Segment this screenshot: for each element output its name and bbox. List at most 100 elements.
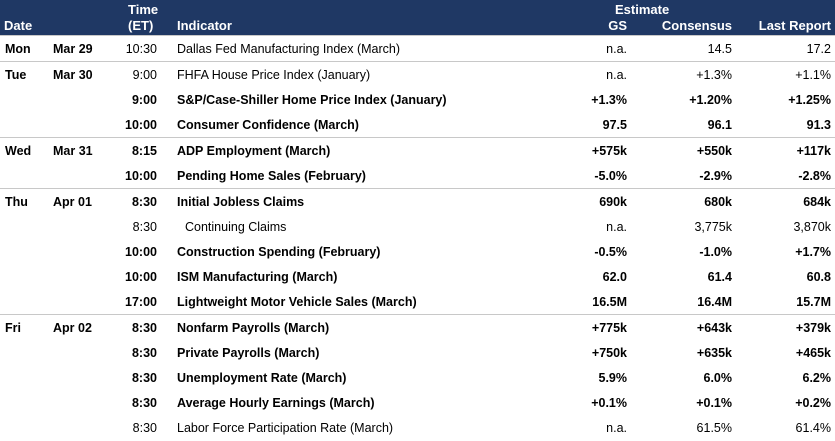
table-row: 9:00 S&P/Case-Shiller Home Price Index (… [0, 87, 835, 112]
cell-indicator: Pending Home Sales (February) [177, 168, 366, 183]
table-row: Wed Mar 31 8:15 ADP Employment (March) +… [0, 137, 835, 163]
cell-consensus: 3,775k [694, 219, 732, 234]
cell-consensus: +1.3% [696, 67, 732, 82]
cell-indicator: Initial Jobless Claims [177, 194, 305, 209]
cell-last-report: 91.3 [806, 117, 831, 132]
header-last-report: Last Report [758, 18, 831, 33]
cell-last-report: +379k [795, 320, 831, 335]
cell-time: 10:00 [125, 269, 157, 284]
table-row: 17:00 Lightweight Motor Vehicle Sales (M… [0, 289, 835, 314]
cell-indicator: Nonfarm Payrolls (March) [177, 320, 330, 335]
cell-last-report: +465k [795, 345, 831, 360]
table-row: 10:00 Consumer Confidence (March) 97.5 9… [0, 112, 835, 137]
cell-last-report: +117k [796, 143, 831, 158]
cell-consensus: 61.5% [696, 420, 732, 435]
cell-last-report: 17.2 [806, 41, 831, 56]
cell-last-report: +0.2% [795, 395, 831, 410]
table-row: 8:30 Continuing Claims n.a. 3,775k 3,870… [0, 214, 835, 239]
header-date: Date [4, 18, 33, 33]
cell-time: 9:00 [132, 67, 157, 82]
cell-day: Mon [5, 41, 31, 56]
table-header: Time (ET) Estimate Date Indicator GS Con… [0, 0, 835, 35]
cell-time: 8:30 [131, 320, 157, 335]
cell-time: 8:30 [131, 395, 157, 410]
cell-indicator: Consumer Confidence (March) [177, 117, 359, 132]
table-row: 10:00 Construction Spending (February) -… [0, 239, 835, 264]
cell-consensus: -2.9% [699, 168, 732, 183]
cell-gs: 5.9% [598, 370, 628, 385]
header-time: Time [128, 2, 159, 17]
cell-last-report: +1.7% [795, 244, 831, 259]
cell-last-report: -2.8% [798, 168, 831, 183]
cell-date: Mar 30 [53, 67, 93, 82]
cell-time: 10:00 [125, 244, 157, 259]
cell-gs: -0.5% [594, 244, 627, 259]
cell-date: Mar 31 [53, 143, 93, 158]
table-row: 8:30 Private Payrolls (March) +750k +635… [0, 340, 835, 365]
cell-consensus: -1.0% [699, 244, 732, 259]
cell-last-report: +1.25% [788, 92, 831, 107]
header-estimate: Estimate [615, 2, 670, 17]
cell-consensus: 16.4M [697, 294, 732, 309]
cell-indicator: Labor Force Participation Rate (March) [177, 420, 394, 435]
cell-gs: +775k [591, 320, 627, 335]
cell-time: 9:00 [131, 92, 157, 107]
cell-gs: +0.1% [591, 395, 627, 410]
cell-indicator: Dallas Fed Manufacturing Index (March) [177, 41, 401, 56]
cell-time: 8:30 [131, 194, 157, 209]
cell-gs: n.a. [606, 420, 627, 435]
cell-last-report: 15.7M [796, 294, 831, 309]
cell-gs: 16.5M [592, 294, 627, 309]
cell-consensus: 6.0% [703, 370, 733, 385]
cell-last-report: 6.2% [802, 370, 832, 385]
cell-consensus: 61.4 [707, 269, 732, 284]
table-row: 8:30 Average Hourly Earnings (March) +0.… [0, 390, 835, 415]
cell-day: Wed [5, 143, 32, 158]
cell-indicator: FHFA House Price Index (January) [177, 67, 371, 82]
cell-gs: n.a. [606, 67, 627, 82]
cell-last-report: +1.1% [795, 67, 831, 82]
cell-time: 10:00 [125, 168, 157, 183]
cell-gs: 690k [599, 194, 627, 209]
cell-time: 8:30 [131, 345, 157, 360]
cell-date: Apr 02 [53, 320, 92, 335]
cell-consensus: +635k [696, 345, 732, 360]
cell-indicator: Private Payrolls (March) [177, 345, 320, 360]
cell-consensus: 14.5 [707, 41, 732, 56]
cell-consensus: 96.1 [707, 117, 732, 132]
table-row: Thu Apr 01 8:30 Initial Jobless Claims 6… [0, 188, 835, 214]
header-time-unit: (ET) [128, 18, 154, 33]
cell-consensus: +643k [696, 320, 732, 335]
cell-gs: 97.5 [602, 117, 627, 132]
cell-day: Tue [5, 67, 27, 82]
cell-day: Thu [5, 194, 28, 209]
cell-time: 10:30 [125, 41, 157, 56]
header-indicator: Indicator [177, 18, 232, 33]
cell-time: 8:30 [132, 420, 157, 435]
cell-indicator: ISM Manufacturing (March) [177, 269, 338, 284]
header-consensus: Consensus [661, 18, 732, 33]
cell-consensus: 680k [704, 194, 732, 209]
cell-time: 8:30 [131, 370, 157, 385]
table-row: 10:00 Pending Home Sales (February) -5.0… [0, 163, 835, 188]
table-row: 8:30 Unemployment Rate (March) 5.9% 6.0%… [0, 365, 835, 390]
cell-date: Mar 29 [53, 41, 93, 56]
cell-last-report: 60.8 [806, 269, 831, 284]
cell-time: 8:30 [132, 219, 157, 234]
header-gs: GS [608, 18, 627, 33]
cell-indicator: Construction Spending (February) [177, 244, 381, 259]
cell-indicator: Lightweight Motor Vehicle Sales (March) [177, 294, 417, 309]
cell-gs: 62.0 [602, 269, 627, 284]
cell-consensus: +550k [696, 143, 732, 158]
cell-time: 8:15 [131, 143, 157, 158]
cell-consensus: +0.1% [696, 395, 732, 410]
cell-gs: +575k [591, 143, 627, 158]
cell-date: Apr 01 [53, 194, 92, 209]
cell-indicator: S&P/Case-Shiller Home Price Index (Janua… [177, 92, 447, 107]
cell-consensus: +1.20% [689, 92, 732, 107]
table-row: 8:30 Labor Force Participation Rate (Mar… [0, 415, 835, 440]
table-row: Mon Mar 29 10:30 Dallas Fed Manufacturin… [0, 35, 835, 61]
cell-last-report: 3,870k [793, 219, 831, 234]
cell-gs: -5.0% [594, 168, 627, 183]
